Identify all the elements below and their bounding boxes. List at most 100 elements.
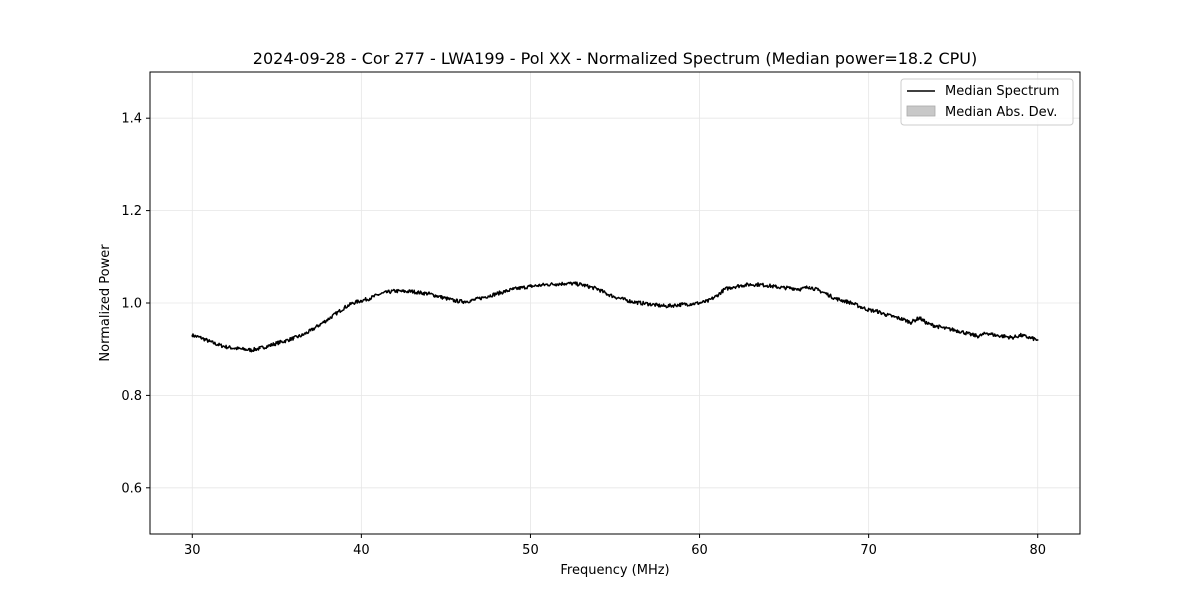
data-point — [986, 332, 988, 334]
data-point — [766, 284, 768, 287]
data-point — [276, 342, 278, 344]
data-point — [462, 300, 464, 303]
data-point — [825, 292, 828, 295]
data-point — [994, 334, 997, 337]
data-point — [233, 347, 236, 350]
data-point — [850, 302, 853, 304]
data-point — [834, 297, 836, 300]
data-point — [335, 312, 337, 315]
data-point — [614, 296, 616, 298]
data-point — [724, 288, 726, 290]
data-point — [259, 347, 261, 350]
data-point — [267, 345, 270, 347]
chart-title: 2024-09-28 - Cor 277 - LWA199 - Pol XX -… — [253, 49, 977, 68]
data-point — [1028, 336, 1031, 339]
data-point — [715, 295, 718, 297]
data-point — [732, 286, 735, 288]
data-point — [394, 290, 396, 292]
data-point — [969, 333, 971, 336]
data-point — [664, 305, 667, 308]
y-axis: 0.6 0.8 1.0 1.2 1.4 — [121, 112, 150, 496]
data-point — [631, 300, 633, 303]
data-point — [622, 298, 625, 301]
data-point — [453, 299, 456, 302]
data-point — [352, 302, 354, 304]
legend-label-median-spectrum: Median Spectrum — [945, 84, 1059, 99]
legend-patch-swatch — [906, 105, 936, 117]
data-point — [808, 286, 811, 288]
data-point — [884, 313, 887, 316]
legend: Median Spectrum Median Abs. Dev. — [900, 78, 1074, 126]
data-point — [301, 334, 303, 337]
x-tick-label: 50 — [522, 543, 539, 558]
data-point — [521, 286, 523, 289]
data-point — [690, 303, 692, 305]
data-point — [656, 304, 659, 307]
data-point — [741, 284, 743, 287]
x-tick-label: 60 — [691, 543, 708, 558]
data-point — [960, 330, 963, 333]
data-point — [284, 340, 287, 342]
data-point — [842, 299, 845, 302]
data-point — [927, 322, 929, 325]
series-layer — [191, 281, 1039, 353]
data-point — [495, 292, 498, 295]
data-point — [580, 283, 582, 286]
data-point — [538, 284, 540, 287]
data-point — [318, 324, 320, 326]
data-point — [673, 304, 675, 307]
data-point — [698, 302, 701, 304]
data-point — [191, 334, 194, 337]
data-point — [225, 346, 227, 348]
y-tick-label: 1.2 — [121, 204, 142, 219]
data-point — [402, 290, 405, 293]
data-point — [597, 288, 599, 290]
x-axis-label: Frequency (MHz) — [560, 563, 669, 578]
data-point — [943, 327, 946, 330]
data-point — [326, 318, 329, 321]
data-point — [419, 292, 422, 294]
data-point — [369, 297, 371, 300]
data-point — [1036, 339, 1039, 341]
y-axis-label: Normalized Power — [98, 244, 113, 362]
data-point — [445, 297, 447, 300]
data-point — [707, 300, 709, 302]
data-point — [546, 283, 549, 286]
x-tick-label: 70 — [860, 543, 877, 558]
data-point — [529, 285, 532, 288]
data-point — [817, 289, 819, 291]
data-point — [977, 335, 980, 338]
data-point — [1020, 334, 1022, 337]
data-point — [918, 316, 921, 319]
data-point — [791, 287, 794, 290]
data-point — [208, 340, 210, 343]
data-point — [428, 292, 430, 295]
data-point — [1011, 336, 1014, 339]
data-point — [910, 321, 912, 324]
data-point — [605, 292, 608, 295]
data-point — [216, 343, 219, 346]
data-point — [292, 337, 295, 339]
data-point — [478, 297, 481, 300]
data-point — [952, 329, 954, 331]
x-tick-label: 80 — [1029, 543, 1046, 558]
data-point — [876, 310, 878, 313]
x-tick-label: 30 — [184, 543, 201, 558]
y-tick-label: 1.4 — [121, 112, 142, 127]
data-point — [470, 299, 473, 302]
data-point — [859, 305, 861, 308]
data-point — [309, 329, 312, 332]
data-point — [588, 286, 591, 288]
data-point — [385, 291, 388, 294]
data-point — [757, 283, 760, 286]
data-point — [512, 288, 515, 290]
data-point — [749, 283, 752, 286]
data-point — [901, 318, 904, 320]
data-point — [681, 303, 684, 306]
data-point — [377, 293, 380, 296]
y-tick-label: 0.8 — [121, 389, 142, 404]
legend-box — [900, 78, 1074, 126]
data-point — [893, 316, 895, 318]
data-point — [242, 348, 244, 351]
